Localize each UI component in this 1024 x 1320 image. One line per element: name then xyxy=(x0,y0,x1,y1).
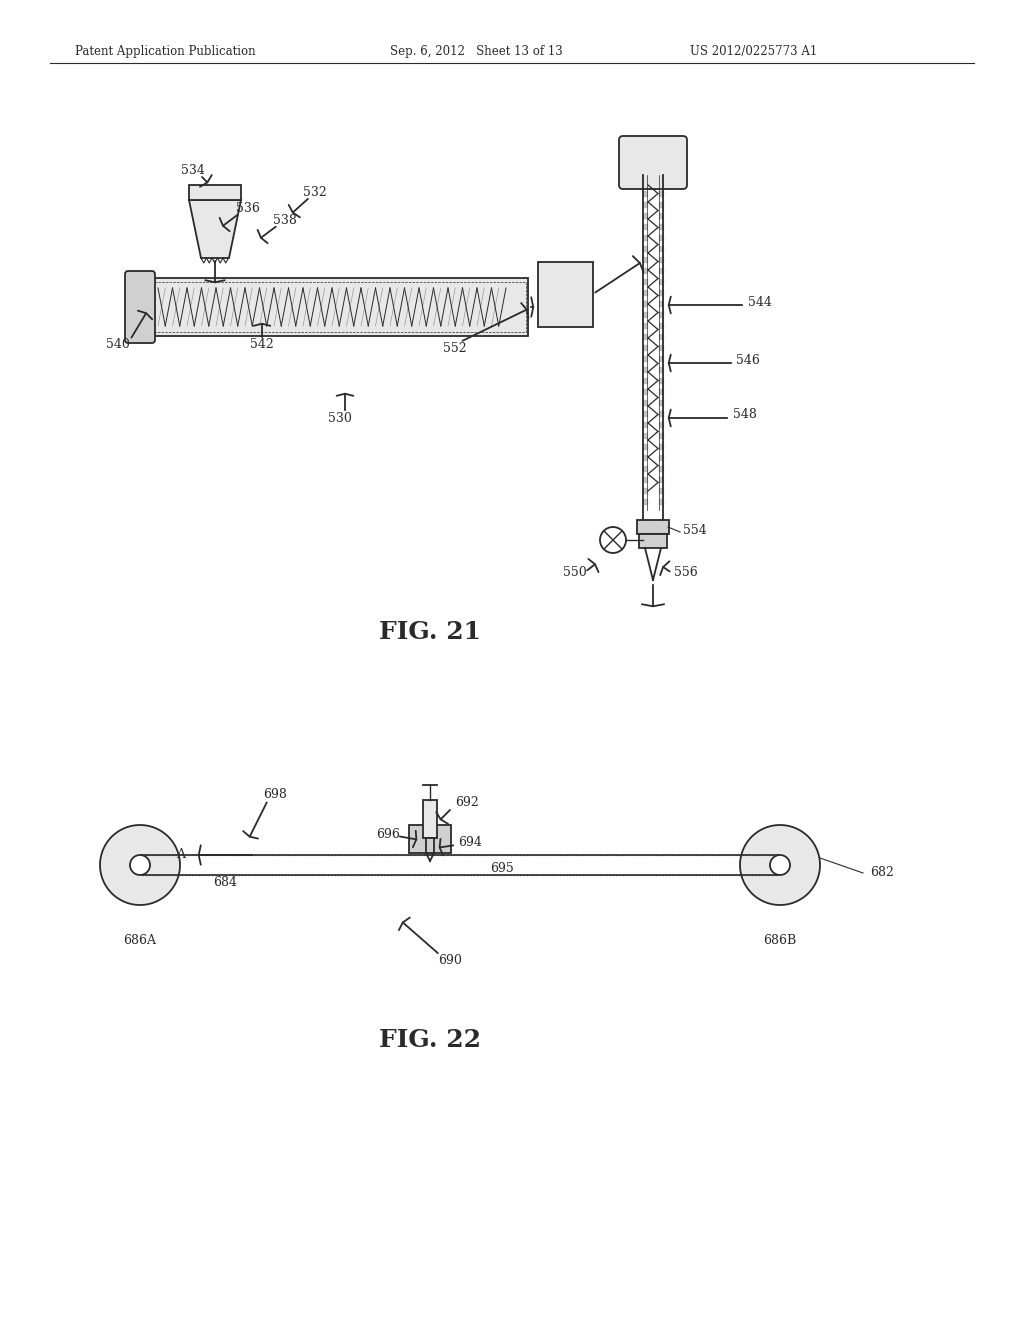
Text: 556: 556 xyxy=(674,566,698,579)
Bar xyxy=(189,185,241,201)
Circle shape xyxy=(100,825,180,906)
FancyBboxPatch shape xyxy=(125,271,155,343)
Text: 696: 696 xyxy=(376,829,400,842)
Text: 532: 532 xyxy=(303,186,327,198)
Circle shape xyxy=(770,855,790,875)
Text: Sep. 6, 2012   Sheet 13 of 13: Sep. 6, 2012 Sheet 13 of 13 xyxy=(390,45,563,58)
Bar xyxy=(639,535,667,548)
Text: 552: 552 xyxy=(443,342,467,355)
Text: 686B: 686B xyxy=(763,933,797,946)
Text: FIG. 22: FIG. 22 xyxy=(379,1028,481,1052)
Text: 686A: 686A xyxy=(124,933,157,946)
Polygon shape xyxy=(189,201,241,257)
Text: 695: 695 xyxy=(490,862,514,874)
Text: 550: 550 xyxy=(563,566,587,579)
Text: 692: 692 xyxy=(455,796,479,809)
Bar xyxy=(426,838,434,853)
Text: 542: 542 xyxy=(250,338,273,351)
Circle shape xyxy=(130,855,150,875)
Text: 690: 690 xyxy=(438,953,462,966)
Text: 554: 554 xyxy=(683,524,707,536)
Text: A: A xyxy=(176,849,185,862)
Bar xyxy=(148,279,528,337)
Bar xyxy=(637,520,669,535)
Bar xyxy=(538,261,593,327)
Bar xyxy=(423,800,437,838)
Text: US 2012/0225773 A1: US 2012/0225773 A1 xyxy=(690,45,817,58)
Text: 534: 534 xyxy=(181,164,205,177)
FancyBboxPatch shape xyxy=(618,136,687,189)
Text: 538: 538 xyxy=(273,214,297,227)
Circle shape xyxy=(740,825,820,906)
Bar xyxy=(409,825,451,853)
Text: Patent Application Publication: Patent Application Publication xyxy=(75,45,256,58)
Circle shape xyxy=(600,527,626,553)
Text: 546: 546 xyxy=(736,354,760,367)
Text: 544: 544 xyxy=(749,296,772,309)
Text: 540: 540 xyxy=(106,338,130,351)
Text: FIG. 21: FIG. 21 xyxy=(379,620,481,644)
Text: 698: 698 xyxy=(263,788,287,801)
Text: 530: 530 xyxy=(328,412,352,425)
Text: 682: 682 xyxy=(870,866,894,879)
Text: 684: 684 xyxy=(213,875,237,888)
Text: 548: 548 xyxy=(733,408,757,421)
Text: 536: 536 xyxy=(237,202,260,214)
Text: 694: 694 xyxy=(458,837,482,850)
Bar xyxy=(150,282,526,333)
